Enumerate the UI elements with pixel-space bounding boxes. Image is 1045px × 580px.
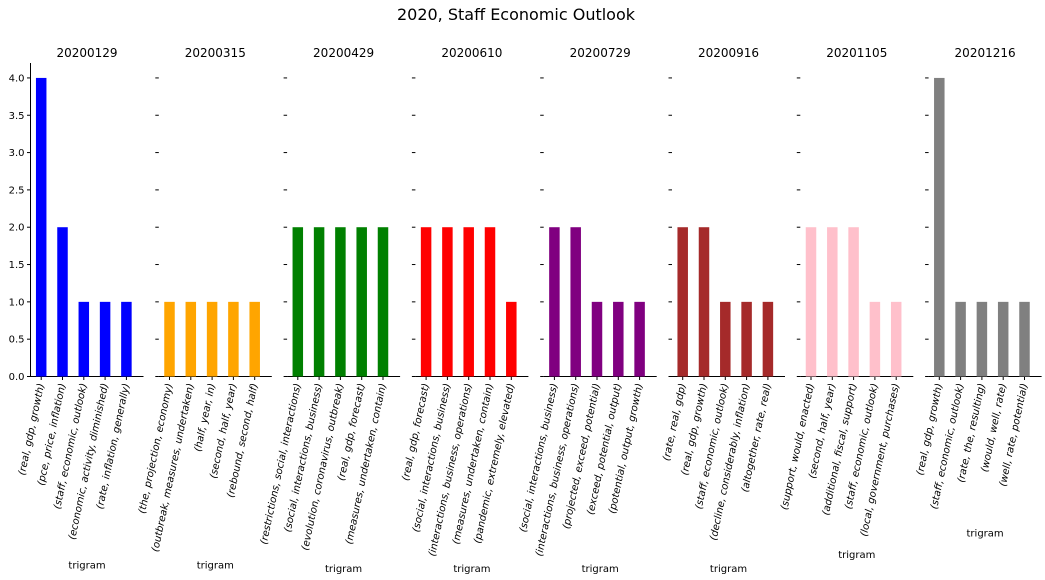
x-tick-label: (support, would, enacted) <box>779 382 817 511</box>
subplot-title: 20200916 <box>698 46 759 60</box>
y-tick-label: 0.0 <box>9 372 25 383</box>
x-axis-label: trigram <box>453 564 490 575</box>
bar-2 <box>570 227 581 377</box>
bar-1 <box>420 227 432 377</box>
subplot-20200729: 20200729(social, interactions, business)… <box>518 46 657 575</box>
y-tick-label: 2.0 <box>9 223 25 234</box>
bar-5 <box>377 227 389 377</box>
bar-2 <box>185 301 197 377</box>
bar-3 <box>335 227 346 377</box>
subplot-20200429: 20200429(restrictions, social, interacti… <box>259 46 401 575</box>
bar-1 <box>677 227 688 377</box>
bar-3 <box>463 227 474 377</box>
y-tick-label: 4.0 <box>9 73 25 84</box>
subplot-20201105: 20201105(support, would, enacted)(second… <box>779 46 914 561</box>
bar-3 <box>591 301 603 377</box>
bar-1 <box>292 227 304 377</box>
bar-2 <box>698 227 710 377</box>
x-axis-label: trigram <box>582 564 619 575</box>
bar-2 <box>827 227 838 377</box>
y-tick-label: 3.0 <box>9 148 25 159</box>
y-tick-label: 1.5 <box>9 260 25 271</box>
bar-5 <box>634 301 645 377</box>
bar-1 <box>934 77 945 377</box>
y-tick-label: 0.5 <box>9 335 25 346</box>
subplots-container: 202001290.00.51.01.52.02.53.03.54.0(real… <box>9 46 1042 575</box>
bar-5 <box>249 301 260 377</box>
bar-1 <box>164 301 175 377</box>
subplot-title: 20200429 <box>313 46 374 60</box>
figure-title: 2020, Staff Economic Outlook <box>397 5 636 24</box>
y-tick-label: 2.5 <box>9 185 25 196</box>
x-tick-label: (half, year, in) <box>193 382 218 452</box>
x-axis-label: trigram <box>838 550 875 561</box>
bar-4 <box>997 301 1009 377</box>
bar-4 <box>99 301 111 377</box>
subplot-title: 20200129 <box>56 46 117 60</box>
subplot-title: 20201216 <box>955 46 1016 60</box>
y-tick-label: 1.0 <box>9 297 25 308</box>
bar-5 <box>121 301 132 377</box>
x-axis-label: trigram <box>197 561 234 572</box>
subplot-title: 20200729 <box>570 46 631 60</box>
bar-3 <box>78 301 90 377</box>
bar-4 <box>741 301 752 377</box>
bar-5 <box>1019 301 1030 377</box>
bar-1 <box>35 77 47 377</box>
subplot-20200129: 202001290.00.51.01.52.02.53.03.54.0(real… <box>9 46 144 572</box>
bar-2 <box>442 227 453 377</box>
bar-1 <box>549 227 560 377</box>
bar-3 <box>976 301 988 377</box>
bar-5 <box>890 301 902 377</box>
bar-4 <box>484 227 496 377</box>
x-axis-label: trigram <box>710 564 747 575</box>
x-axis-label: trigram <box>68 561 105 572</box>
x-axis-label: trigram <box>967 529 1004 540</box>
bar-2 <box>313 227 325 377</box>
bar-1 <box>805 227 817 377</box>
y-tick-label: 3.5 <box>9 111 25 122</box>
subplot-title: 20200610 <box>441 46 502 60</box>
subplot-20200610: 20200610(real, gdp, forecast)(social, in… <box>401 46 529 575</box>
bar-4 <box>356 227 367 377</box>
bar-5 <box>762 301 774 377</box>
subplot-20200315: 20200315(the, projection, economy)(outbr… <box>137 46 272 572</box>
subplot-title: 20201105 <box>826 46 887 60</box>
bar-3 <box>720 301 731 377</box>
bar-4 <box>613 301 624 377</box>
bar-3 <box>848 227 859 377</box>
subplot-20201216: 20201216(real, gdp, growth)(staff, econo… <box>915 46 1042 540</box>
x-axis-label: trigram <box>325 564 362 575</box>
bar-4 <box>228 301 239 377</box>
bar-4 <box>869 301 881 377</box>
bar-3 <box>206 301 218 377</box>
bar-5 <box>506 301 517 377</box>
subplot-20200916: 20200916(rate, real, gdp)(real, gdp, gro… <box>661 46 785 575</box>
bar-2 <box>955 301 966 377</box>
subplot-title: 20200315 <box>185 46 246 60</box>
bar-2 <box>57 227 68 377</box>
